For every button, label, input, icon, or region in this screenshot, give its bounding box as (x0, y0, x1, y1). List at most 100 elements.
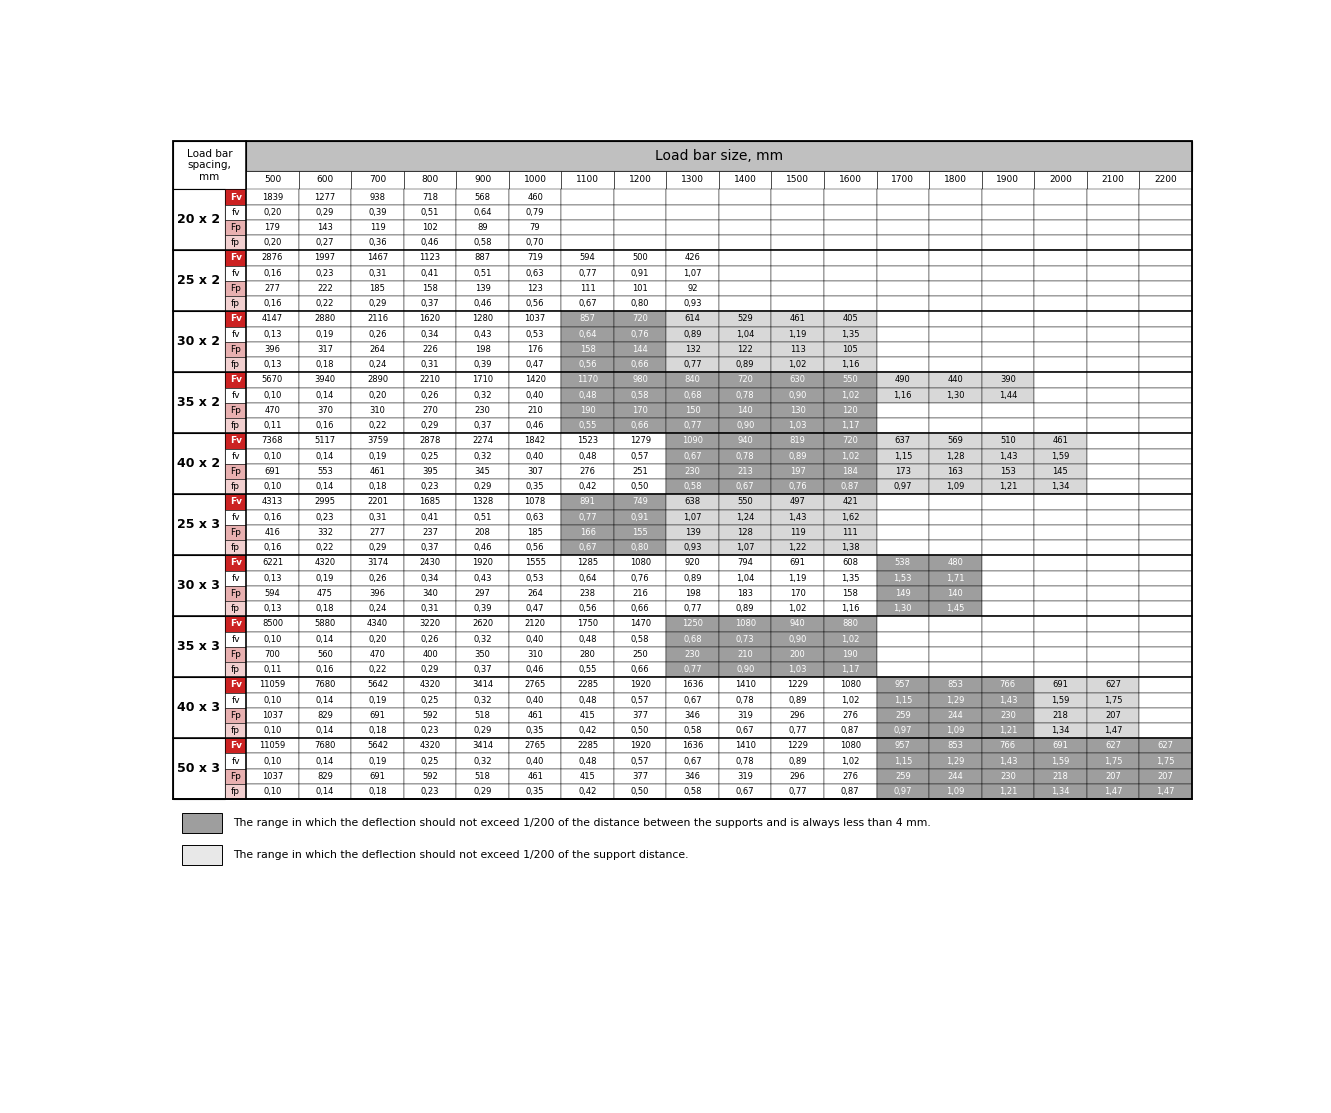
Bar (457, 373, 508, 387)
Bar (719, 296, 772, 312)
Text: 1,75: 1,75 (1103, 757, 1122, 766)
Bar (1086, 403, 1139, 418)
Text: 1100: 1100 (576, 176, 599, 185)
Bar (225, 769, 246, 784)
Bar (772, 464, 824, 479)
Bar (246, 494, 298, 510)
Text: 0,16: 0,16 (264, 513, 282, 522)
Bar (614, 738, 667, 754)
Text: 0,14: 0,14 (315, 634, 334, 643)
Bar (877, 738, 929, 754)
Text: 310: 310 (370, 406, 386, 415)
Bar (667, 631, 719, 647)
Text: 390: 390 (1000, 375, 1016, 384)
Bar (1034, 250, 1086, 266)
Text: 0,13: 0,13 (264, 573, 282, 583)
Bar (562, 205, 614, 220)
Bar (981, 769, 1034, 784)
Bar (403, 326, 457, 342)
Text: 1,47: 1,47 (1103, 787, 1122, 796)
Bar (667, 220, 719, 235)
Bar (351, 418, 403, 433)
Text: 7680: 7680 (314, 741, 335, 750)
Bar (614, 525, 667, 540)
Bar (614, 418, 667, 433)
Bar (562, 296, 614, 312)
Bar (562, 418, 614, 433)
Bar (772, 510, 824, 525)
Text: 1280: 1280 (473, 315, 494, 324)
Bar (298, 510, 351, 525)
Text: 630: 630 (789, 375, 805, 384)
Bar (614, 235, 667, 250)
Text: 0,46: 0,46 (421, 238, 439, 247)
Bar (1034, 631, 1086, 647)
Bar (667, 280, 719, 296)
Text: fv: fv (232, 757, 240, 766)
Bar (562, 692, 614, 708)
Bar (1086, 692, 1139, 708)
Bar (929, 189, 981, 205)
Bar (824, 280, 877, 296)
Text: 0,19: 0,19 (315, 329, 334, 338)
Bar (614, 662, 667, 677)
Bar (719, 585, 772, 601)
Text: 89: 89 (478, 223, 488, 232)
Bar (508, 708, 562, 723)
Bar (719, 342, 772, 357)
Bar (403, 617, 457, 631)
Text: 550: 550 (843, 375, 858, 384)
Text: 0,53: 0,53 (526, 573, 544, 583)
Text: 158: 158 (843, 589, 858, 598)
Bar (772, 571, 824, 585)
Bar (719, 280, 772, 296)
Bar (246, 617, 298, 631)
Text: 2100: 2100 (1102, 176, 1125, 185)
Text: 140: 140 (948, 589, 964, 598)
Text: 0,35: 0,35 (526, 726, 544, 735)
Bar (1086, 342, 1139, 357)
Text: 4147: 4147 (262, 315, 284, 324)
Text: 500: 500 (264, 176, 281, 185)
Text: 0,37: 0,37 (474, 666, 492, 674)
Text: 518: 518 (475, 771, 491, 781)
Bar (981, 205, 1034, 220)
Text: 2201: 2201 (367, 498, 389, 506)
Bar (562, 677, 614, 692)
Bar (824, 631, 877, 647)
Text: Fp: Fp (230, 345, 241, 354)
Bar (1086, 357, 1139, 373)
Bar (508, 433, 562, 449)
Text: 207: 207 (1158, 771, 1174, 781)
Bar (667, 585, 719, 601)
Text: Fv: Fv (230, 620, 242, 629)
Text: 1,38: 1,38 (841, 543, 860, 552)
Text: 1,45: 1,45 (946, 604, 965, 613)
Bar (667, 555, 719, 571)
Text: fp: fp (232, 421, 240, 431)
Bar (508, 250, 562, 266)
Bar (225, 617, 246, 631)
Bar (1086, 494, 1139, 510)
Text: 1636: 1636 (681, 741, 703, 750)
Text: 0,91: 0,91 (631, 513, 650, 522)
Bar (508, 170, 562, 189)
Bar (1034, 525, 1086, 540)
Bar (225, 266, 246, 280)
Bar (508, 403, 562, 418)
Text: 0,78: 0,78 (736, 452, 755, 461)
Bar (246, 357, 298, 373)
Bar (667, 617, 719, 631)
Bar (225, 342, 246, 357)
Text: 700: 700 (265, 650, 281, 659)
Text: 1,07: 1,07 (683, 513, 701, 522)
Bar (508, 418, 562, 433)
Bar (508, 235, 562, 250)
Bar (403, 677, 457, 692)
Text: 0,66: 0,66 (631, 421, 650, 431)
Bar (719, 449, 772, 464)
Text: fp: fp (232, 361, 240, 370)
Bar (877, 631, 929, 647)
Bar (1034, 708, 1086, 723)
Text: 1,09: 1,09 (946, 787, 965, 796)
